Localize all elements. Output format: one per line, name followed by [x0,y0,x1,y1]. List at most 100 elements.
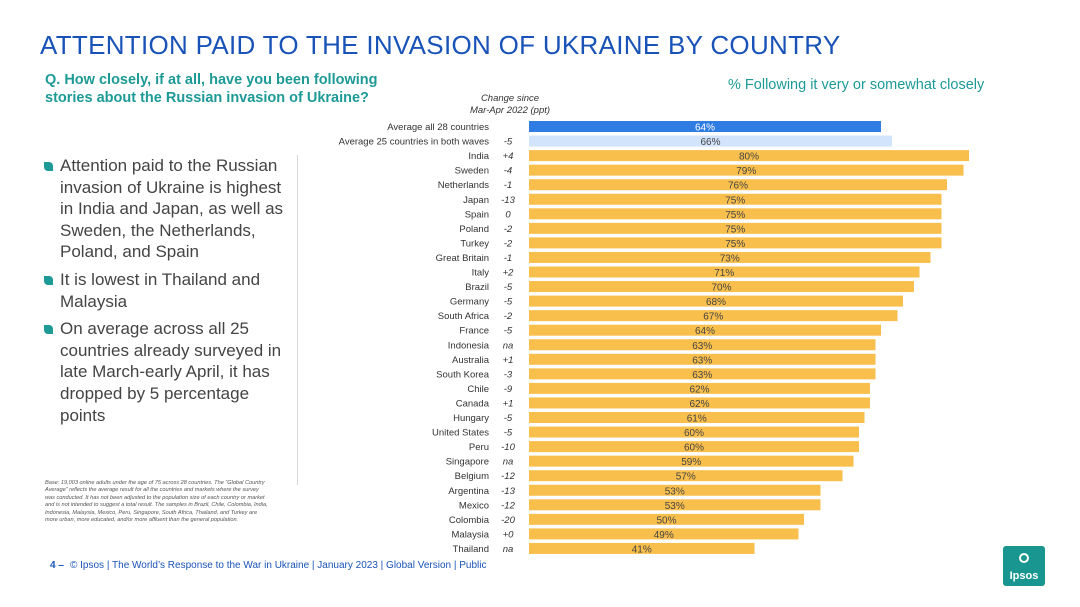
data-label: 75% [725,195,745,206]
change-value: -20 [501,515,515,526]
category-label: Brazil [465,282,489,293]
bar [529,426,859,438]
category-label: Singapore [446,457,489,468]
change-value: 0 [505,209,511,220]
data-label: 71% [714,268,734,279]
bar [529,164,964,176]
change-value: -5 [504,326,513,337]
change-value: -1 [504,180,512,191]
data-label: 49% [654,530,674,541]
category-label: Argentina [448,486,489,497]
bar [529,150,969,162]
bar [529,281,914,293]
bar [529,412,865,423]
change-value: -10 [501,442,515,453]
ipsos-logo: Ipsos [1003,546,1045,586]
bar [529,295,903,307]
page-number: 4 – [50,560,64,571]
change-value: -5 [504,137,513,148]
category-label: Chile [467,384,489,395]
change-value: -13 [501,195,515,206]
change-value: -5 [504,282,513,293]
category-label: Peru [469,442,489,453]
footer-text: © Ipsos | The World’s Response to the Wa… [70,560,487,571]
change-value: -1 [504,253,512,264]
data-label: 70% [711,283,731,294]
bar [529,542,755,554]
category-label: Belgium [455,471,489,482]
change-value: +4 [503,151,514,162]
finding-text: Attention paid to the Russian invasion o… [60,156,284,262]
data-label: 64% [695,326,715,337]
category-label: Canada [456,398,490,409]
data-label: 62% [689,399,709,410]
bullet-icon [44,275,53,285]
data-label: 66% [700,137,720,148]
data-label: 67% [703,312,723,323]
bar [529,513,804,525]
category-label: Italy [472,268,490,279]
bar [529,121,881,132]
bar [529,397,870,409]
bar [529,470,843,482]
data-label: 57% [676,472,696,483]
change-value: -12 [501,500,515,511]
change-value: na [503,544,514,555]
bar [529,193,942,205]
data-label: 73% [720,253,740,264]
category-label: Germany [450,297,489,308]
category-label: Japan [463,195,489,206]
bar [529,222,942,234]
data-label: 59% [681,457,701,468]
change-value: -2 [504,311,513,322]
category-label: Poland [459,224,489,235]
category-label: Great Britain [436,253,489,264]
logo-mark-icon [1019,553,1029,563]
data-label: 63% [692,370,712,381]
slide-title: ATTENTION PAID TO THE INVASION OF UKRAIN… [40,30,841,60]
finding-bullet: It is lowest in Thailand and Malaysia [44,269,294,312]
data-label: 60% [684,443,704,454]
bar [529,324,881,336]
data-label: 76% [728,181,748,192]
bar [529,179,947,191]
bar [529,499,821,511]
bullet-icon [44,162,53,171]
bar [529,251,931,263]
category-label: Australia [452,355,490,366]
bar [529,368,876,380]
bar [529,339,876,351]
change-value: -2 [504,238,513,249]
data-label: 68% [706,297,726,308]
category-label: Malaysia [452,529,490,540]
base-footnote: Base: 19,003 online adults under the age… [45,480,268,524]
finding-text: On average across all 25 countries alrea… [60,319,282,425]
category-label: Spain [465,209,489,220]
category-label: United States [432,428,489,439]
category-label: Sweden [455,166,489,177]
data-label: 62% [689,384,709,395]
change-value: -2 [504,224,513,235]
data-label: 79% [736,166,756,177]
change-value: -4 [504,166,512,177]
category-label: South Korea [436,369,490,380]
change-value: +1 [503,355,514,366]
change-value: na [503,457,514,468]
key-findings: Attention paid to the Russian invasion o… [44,155,294,432]
category-label: India [468,151,489,162]
change-value: +0 [503,529,515,540]
bar [529,455,854,467]
data-label: 64% [695,123,715,134]
bar [529,484,821,496]
change-value: -12 [501,471,515,482]
bar [529,441,859,453]
finding-text: It is lowest in Thailand and Malaysia [60,269,261,311]
data-label: 53% [665,486,685,497]
bar [529,135,892,147]
bar [529,382,870,394]
data-label: 53% [665,501,685,512]
change-value: -9 [504,384,513,395]
change-value: +1 [503,398,514,409]
category-label: Average 25 countries in both waves [339,137,490,148]
category-label: Indonesia [448,340,490,351]
